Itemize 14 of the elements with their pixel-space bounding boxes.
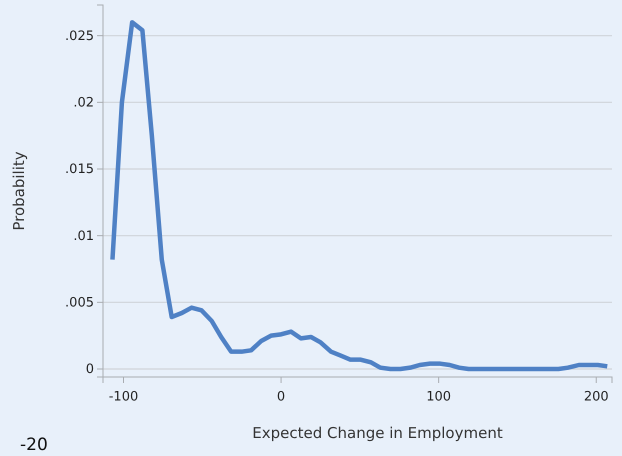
x-axis-title: Expected Change in Employment — [252, 424, 503, 442]
x-tick-label: 0 — [276, 389, 286, 404]
y-tick-label: .01 — [73, 228, 94, 244]
y-axis-title: Probability — [10, 151, 28, 231]
text: -20 — [20, 435, 48, 455]
x-tick-label: 200 — [584, 389, 609, 404]
y-tick-label: .025 — [65, 28, 94, 44]
line-series — [110, 20, 610, 372]
x-tick-label: 100 — [426, 389, 452, 404]
y-tick-label: .005 — [65, 295, 94, 310]
y-tick-label: 0 — [86, 362, 94, 378]
x-tick-label: -100 — [108, 389, 138, 404]
y-tick-label: .015 — [65, 162, 94, 178]
y-tick-label: .02 — [73, 95, 94, 110]
